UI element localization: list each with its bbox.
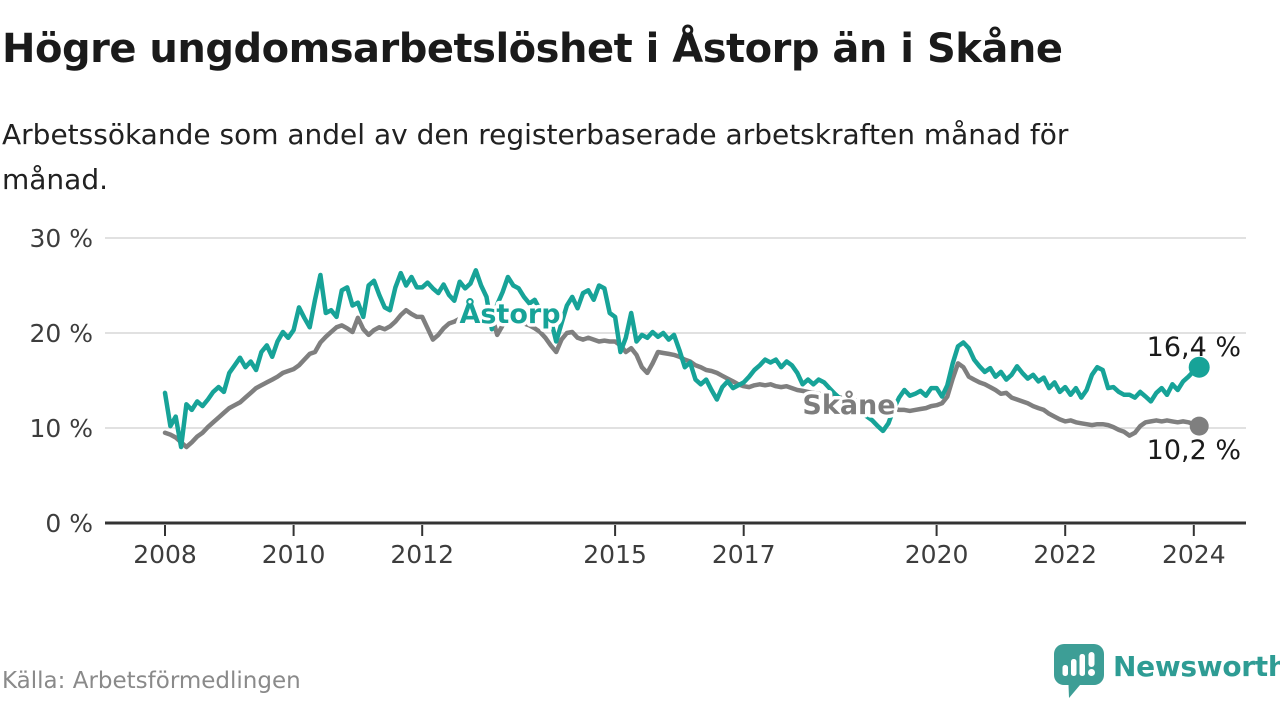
chart-title: Högre ungdomsarbetslöshet i Åstorp än i … bbox=[2, 26, 1063, 72]
newsworthy-logo-text: Newsworthy bbox=[1113, 650, 1280, 683]
y-axis-label-10: 10 % bbox=[29, 414, 93, 443]
x-axis-label-2022: 2022 bbox=[1033, 540, 1097, 569]
newsworthy-logo-icon bbox=[1054, 644, 1104, 704]
source-note: Källa: Arbetsförmedlingen bbox=[2, 668, 301, 694]
end-value-label-astorp: 16,4 % bbox=[1147, 332, 1241, 363]
end-value-label-skane: 10,2 % bbox=[1147, 435, 1241, 466]
chart-subtitle-line-2: månad. bbox=[2, 163, 109, 196]
series-label-astorp: Åstorp bbox=[459, 298, 560, 330]
x-axis-label-2012: 2012 bbox=[390, 540, 454, 569]
x-axis-label-2024: 2024 bbox=[1162, 540, 1226, 569]
newsworthy-logo: Newsworthy bbox=[1054, 644, 1280, 704]
end-dot-skåne bbox=[1189, 416, 1209, 436]
x-axis-label-2015: 2015 bbox=[583, 540, 647, 569]
x-axis-label-2010: 2010 bbox=[262, 540, 326, 569]
x-axis-label-2008: 2008 bbox=[133, 540, 197, 569]
x-axis-label-2017: 2017 bbox=[712, 540, 776, 569]
chart-subtitle-line-1: Arbetssökande som andel av den registerb… bbox=[2, 118, 1069, 151]
y-axis-label-30: 30 % bbox=[29, 224, 93, 253]
chart-subtitle: Arbetssökande som andel av den registerb… bbox=[2, 112, 1232, 202]
end-dot-åstorp bbox=[1188, 356, 1210, 378]
series-label-skane: Skåne bbox=[802, 389, 895, 421]
x-axis-label-2020: 2020 bbox=[905, 540, 969, 569]
y-axis-label-0: 0 % bbox=[45, 509, 93, 538]
y-axis-label-20: 20 % bbox=[29, 319, 93, 348]
line-åstorp bbox=[162, 268, 1202, 450]
